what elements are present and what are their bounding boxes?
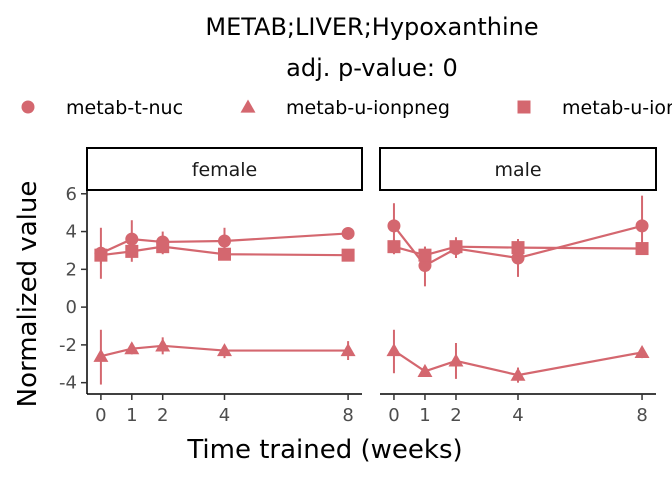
data-point (387, 240, 401, 254)
data-point (155, 338, 171, 352)
data-point (511, 241, 525, 255)
data-point (510, 367, 526, 381)
x-tick-label: 4 (219, 405, 230, 426)
facet-strip (379, 147, 657, 191)
facet-male: male 0 1 2 4 8 (379, 147, 657, 426)
data-point (418, 259, 432, 273)
series-square (94, 239, 355, 264)
x-tick-label: 8 (342, 405, 353, 426)
data-point (417, 363, 433, 377)
x-tick-label: 0 (95, 405, 106, 426)
data-point (217, 343, 232, 357)
legend-item: metab-u-ionpneg (517, 97, 672, 119)
facet-label: male (494, 159, 541, 181)
y-axis-title: Normalized value (13, 181, 43, 408)
data-point (634, 344, 650, 359)
data-point (340, 343, 356, 357)
data-point (635, 219, 649, 233)
y-tick-label: -4 (59, 373, 77, 394)
data-point (156, 240, 170, 254)
data-point (635, 242, 649, 256)
x-axis-title: Time trained (weeks) (186, 435, 462, 465)
data-point (341, 248, 355, 262)
x-tick-label: 1 (419, 405, 430, 426)
y-tick-label: 0 (66, 297, 77, 318)
facet-strip (86, 147, 363, 191)
legend-label: metab-u-ionpneg (286, 97, 450, 119)
y-axis: -4 -2 0 2 4 6 (59, 184, 88, 394)
x-tick-label: 4 (512, 405, 523, 426)
series-triangle (93, 329, 356, 385)
data-point (124, 341, 140, 355)
data-point (449, 240, 463, 254)
data-point (218, 247, 231, 261)
x-tick-label: 8 (636, 405, 647, 426)
chart-subtitle: adj. p-value: 0 (286, 54, 458, 82)
legend-key-circle (21, 100, 35, 114)
y-tick-label: 6 (66, 184, 77, 205)
data-point (387, 219, 401, 233)
legend-label: metab-u-ionpneg (562, 97, 672, 119)
y-tick-label: 4 (66, 222, 77, 243)
legend-key-triangle (240, 99, 256, 113)
data-point (125, 244, 139, 258)
data-point (418, 248, 432, 262)
data-point (94, 248, 108, 262)
x-tick-label: 2 (157, 405, 168, 426)
legend: metab-t-nuc metab-u-ionpneg metab-u-ionpne… (21, 97, 672, 119)
series-triangle (386, 329, 650, 383)
y-tick-label: 2 (66, 259, 77, 280)
data-point (386, 343, 402, 357)
x-tick-label: 1 (126, 405, 137, 426)
data-point (93, 348, 109, 362)
data-point (511, 251, 525, 265)
facet-female: female 0 1 2 4 8 (86, 147, 363, 426)
x-tick-label: 0 (388, 405, 399, 426)
facet-label: female (192, 159, 258, 181)
chart-title: METAB;LIVER;Hypoxanthine (205, 13, 538, 41)
y-tick-label: -2 (59, 335, 77, 356)
data-point (125, 232, 139, 246)
legend-item: metab-t-nuc (21, 97, 183, 119)
data-point (448, 353, 464, 367)
series-square (387, 237, 649, 264)
x-tick-label: 2 (450, 405, 461, 426)
data-point (218, 234, 231, 248)
legend-label: metab-t-nuc (66, 97, 183, 119)
data-point (341, 226, 355, 240)
legend-item: metab-u-ionpneg (240, 97, 450, 119)
legend-key-square (517, 100, 531, 114)
